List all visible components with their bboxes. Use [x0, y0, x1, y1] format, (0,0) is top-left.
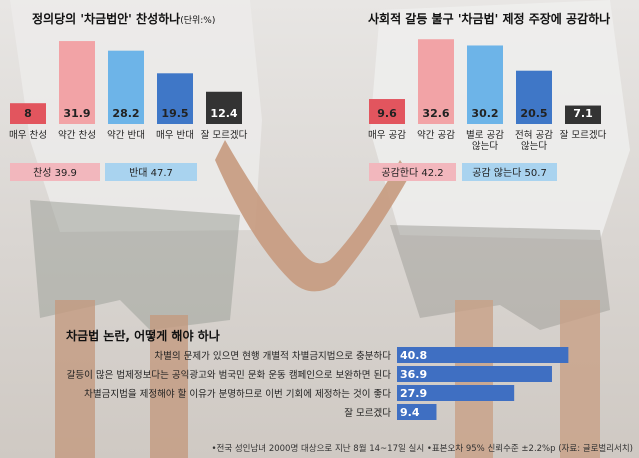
chart1-value-label-2: 28.2	[112, 107, 139, 120]
chart3-bar-3	[397, 404, 437, 420]
chart1-bar-0	[10, 103, 46, 124]
footnote: •전국 성인남녀 2000명 대상으로 지난 8월 14~17일 실시 •표본오…	[211, 444, 633, 454]
chart1-value-label-4: 12.4	[210, 107, 237, 120]
chart2-group-label-0: 공감한다 42.2	[381, 167, 443, 179]
chart2-value-label-1: 32.6	[422, 107, 449, 120]
chart1-bar-4	[206, 91, 242, 124]
chart3-title: 차금법 논란, 어떻게 해야 하나	[66, 329, 220, 343]
chart1-bar-1	[59, 41, 95, 125]
chart2-value-label-4: 7.1	[573, 107, 593, 120]
chart2-bar-3	[516, 70, 552, 124]
chart2-category-label-2-line-1: 않는다	[472, 141, 498, 152]
chart2-category-label-1: 약간 공감	[417, 129, 455, 141]
chart2-bar-4	[565, 105, 601, 124]
chart2-category-label-4: 잘 모르겠다	[560, 129, 607, 141]
chart1-category-label-3: 매우 반대	[156, 130, 194, 141]
chart3-value-label-1: 36.9	[400, 368, 427, 381]
chart1-group-box-1	[105, 163, 197, 181]
chart2-category-label-3-line-0: 전혀 공감	[515, 129, 553, 141]
chart2-value-label-0: 9.6	[377, 107, 397, 120]
chart1-group-box-0	[10, 163, 100, 181]
chart3-category-label-1: 갈등이 많은 법제정보다는 공익광고와 범국민 문화 운동 캠페인으로 보완하면…	[67, 369, 392, 381]
chart1-group-label-0: 찬성 39.9	[33, 167, 77, 179]
chart2-group-box-0	[369, 163, 456, 181]
chart2-bar-2	[467, 45, 503, 125]
chart3-category-label-2: 차별금지법을 제정해야 할 이유가 분명하므로 이번 기회에 제정하는 것이 좋…	[84, 388, 391, 400]
chart2-category-label-2-line-0: 별로 공감	[466, 129, 504, 141]
chart2-bar-0	[369, 99, 405, 124]
chart3-category-label-0: 차별의 문제가 있으면 현행 개별적 차별금지법으로 충분하다	[154, 350, 391, 362]
chart1-title: 정의당의 '차금법안' 찬성하나(단위:%)	[32, 10, 215, 27]
chart3-value-label-0: 40.8	[400, 349, 427, 362]
chart1-value-label-1: 31.9	[63, 107, 90, 120]
chart2-value-label-3: 20.5	[520, 107, 547, 120]
chart1-title-text: 정의당의 '차금법안' 찬성하나	[32, 12, 181, 26]
chart3-category-label-3: 잘 모르겠다	[344, 407, 391, 419]
chart3-value-label-3: 9.4	[400, 406, 420, 419]
chart1-category-label-2: 약간 반대	[107, 129, 145, 141]
chart1-bar-2	[108, 50, 144, 124]
chart2-group-box-1	[462, 163, 557, 181]
chart3-bar-2	[397, 385, 515, 401]
chart2-category-label-0: 매우 공감	[368, 129, 406, 141]
chart1-unit: (단위:%)	[180, 16, 216, 26]
chart1-value-label-3: 19.5	[161, 107, 188, 120]
chart2-value-label-2: 30.2	[471, 107, 498, 120]
chart1-group-label-1: 반대 47.7	[129, 167, 173, 179]
chart1-category-label-1: 약간 찬성	[58, 129, 96, 141]
chart2-group-label-1: 공감 않는다 50.7	[472, 167, 547, 179]
chart1-bar-3	[157, 73, 193, 124]
chart1-value-label-0: 8	[24, 107, 32, 120]
chart2-title: 사회적 갈등 불구 '차금법' 제정 주장에 공감하나	[368, 12, 611, 26]
chart3-bar-1	[397, 366, 552, 382]
chart3-value-label-2: 27.9	[400, 387, 427, 400]
chart3-bar-0	[397, 347, 569, 363]
chart2-bar-1	[418, 39, 454, 124]
chart1-category-label-0: 매우 찬성	[9, 130, 47, 141]
chart1-category-label-4: 잘 모르겠다	[201, 129, 248, 141]
chart2-category-label-3-line-1: 않는다	[521, 141, 547, 152]
